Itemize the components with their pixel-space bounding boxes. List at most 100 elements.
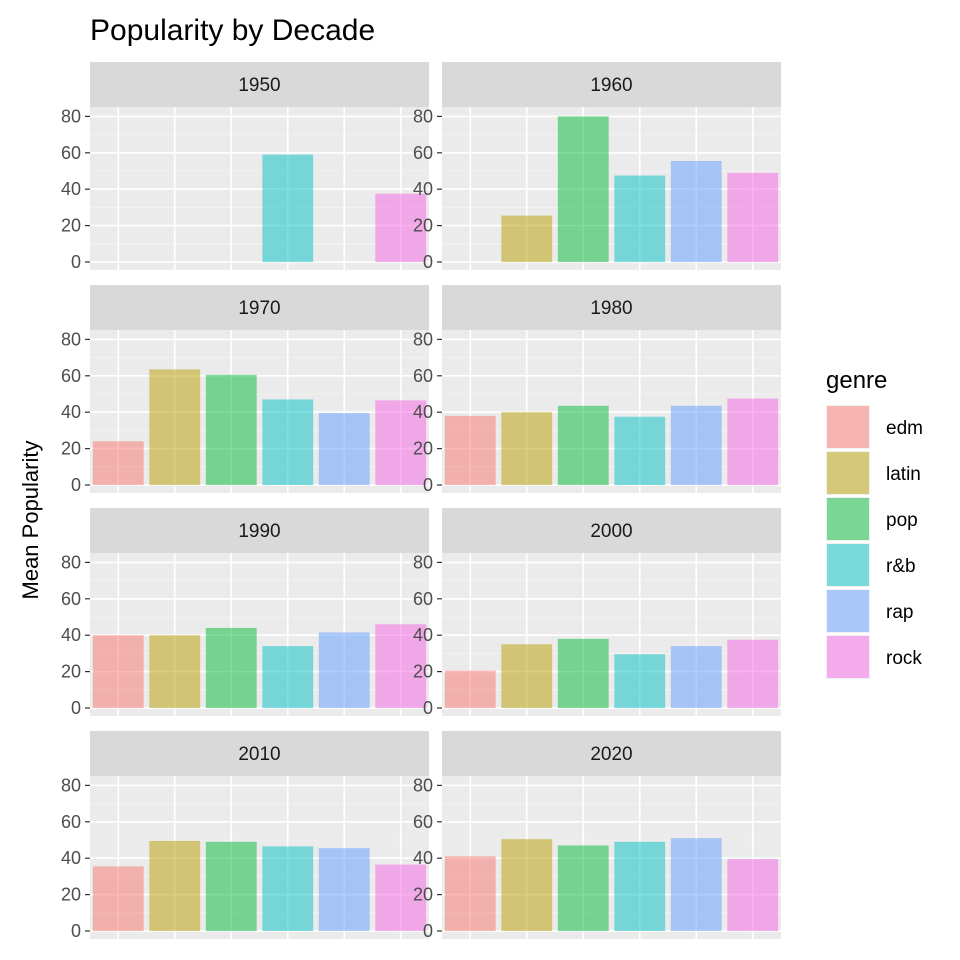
y-tick-label: 60 [61, 812, 81, 832]
bar-1970-rap [318, 413, 370, 485]
bar-2010-edm [92, 866, 144, 931]
y-tick-label: 60 [413, 589, 433, 609]
y-tick-label: 80 [61, 775, 81, 795]
bar-2000-rap [670, 646, 722, 708]
legend-label: latin [886, 464, 921, 485]
y-tick-label: 0 [423, 475, 433, 495]
legend-item-r&b: r&b [826, 543, 916, 587]
y-tick-label: 20 [413, 662, 433, 682]
y-tick-label: 40 [61, 848, 81, 868]
bar-1970-rock [375, 400, 427, 485]
y-tick-label: 40 [413, 179, 433, 199]
facet-strip [90, 731, 429, 776]
y-tick-label: 0 [423, 252, 433, 272]
facet-strip [90, 285, 429, 330]
bar-1990-r&b [262, 646, 314, 708]
y-tick-label: 80 [413, 775, 433, 795]
y-tick-label: 0 [423, 921, 433, 941]
bar-1990-edm [92, 635, 144, 708]
facet-strip [442, 285, 781, 330]
y-tick-label: 0 [71, 475, 81, 495]
legend-key-swatch [827, 498, 869, 540]
facet-strip-label: 1970 [238, 298, 280, 319]
y-tick-label: 20 [413, 216, 433, 236]
y-axis-label: Mean Popularity [18, 441, 43, 600]
facet-strip-label: 1960 [590, 75, 632, 96]
y-tick-label: 20 [61, 885, 81, 905]
y-tick-label: 0 [71, 698, 81, 718]
y-tick-label: 80 [61, 106, 81, 126]
bar-2010-latin [149, 840, 201, 931]
panel-1950: 1950 0 20 40 60 80 [61, 62, 429, 272]
legend-key-swatch [827, 636, 869, 678]
bar-2010-rock [375, 864, 427, 931]
legend-key-swatch [827, 406, 869, 448]
bar-2020-latin [501, 839, 553, 931]
bar-1970-edm [92, 441, 144, 485]
panel-1990: 1990 0 20 40 60 80 [61, 508, 429, 718]
bar-2020-r&b [614, 841, 666, 931]
bar-2020-edm [444, 856, 496, 931]
y-tick-label: 80 [61, 329, 81, 349]
bar-1980-r&b [614, 416, 666, 485]
chart-title: Popularity by Decade [90, 14, 375, 47]
panel-2020: 2020 0 20 40 60 80 [413, 731, 781, 941]
bar-2000-latin [501, 644, 553, 708]
bar-1950-rock [375, 193, 427, 262]
facet-strip [90, 62, 429, 107]
bar-1950-r&b [262, 154, 314, 262]
facet-strip [90, 508, 429, 553]
facet-strip [442, 62, 781, 107]
bar-1980-edm [444, 415, 496, 485]
legend-title: genre [826, 367, 887, 394]
y-tick-label: 0 [423, 698, 433, 718]
panel-1960: 1960 0 20 40 60 80 [413, 62, 781, 272]
y-tick-label: 60 [61, 143, 81, 163]
y-tick-label: 40 [61, 625, 81, 645]
bar-1980-rap [670, 405, 722, 485]
bar-1990-latin [149, 635, 201, 708]
legend-key-swatch [827, 544, 869, 586]
bar-2020-rap [670, 838, 722, 931]
bar-2010-rap [318, 848, 370, 931]
legend-label: pop [886, 510, 918, 531]
facet-strip [442, 731, 781, 776]
bar-1960-pop [557, 116, 609, 263]
facet-panels: 1950020406080196002040608019700204060801… [61, 62, 781, 941]
bar-2000-pop [557, 638, 609, 708]
y-tick-label: 40 [61, 402, 81, 422]
bar-1970-r&b [262, 399, 314, 485]
legend-label: r&b [886, 556, 916, 577]
bar-2020-pop [557, 845, 609, 931]
y-tick-label: 60 [61, 589, 81, 609]
y-tick-label: 60 [413, 366, 433, 386]
legend-item-latin: latin [826, 451, 921, 495]
y-tick-label: 0 [71, 252, 81, 272]
facet-strip-label: 1950 [238, 75, 280, 96]
legend-key-swatch [827, 590, 869, 632]
legend-item-rock: rock [826, 635, 922, 679]
bar-1960-rock [727, 172, 779, 262]
bar-2010-r&b [262, 846, 314, 931]
y-tick-label: 40 [61, 179, 81, 199]
legend: genre edm latin pop r&b rap rock [826, 367, 923, 679]
facet-strip [442, 508, 781, 553]
legend-label: edm [886, 418, 923, 439]
y-tick-label: 60 [413, 812, 433, 832]
panel-1980: 1980 0 20 40 60 80 [413, 285, 781, 495]
bar-1970-latin [149, 369, 201, 485]
y-tick-label: 60 [61, 366, 81, 386]
y-tick-label: 20 [61, 662, 81, 682]
bar-1990-pop [205, 627, 257, 708]
bar-1960-r&b [614, 175, 666, 262]
bar-2000-r&b [614, 654, 666, 708]
facet-strip-label: 1980 [590, 298, 632, 319]
y-tick-label: 40 [413, 625, 433, 645]
bar-2010-pop [205, 841, 257, 931]
legend-item-edm: edm [826, 405, 923, 449]
panel-2000: 2000 0 20 40 60 80 [413, 508, 781, 718]
bar-2020-rock [727, 859, 779, 931]
y-tick-label: 20 [61, 216, 81, 236]
bar-1960-rap [670, 160, 722, 262]
